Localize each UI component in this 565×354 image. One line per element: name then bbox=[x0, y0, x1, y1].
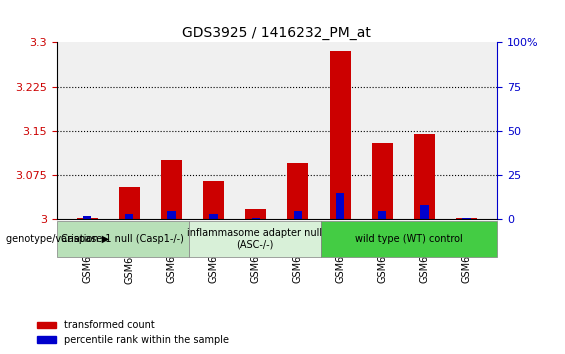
Text: Caspase 1 null (Casp1-/-): Caspase 1 null (Casp1-/-) bbox=[61, 234, 184, 244]
Bar bbox=[462, 218, 471, 219]
Text: wild type (WT) control: wild type (WT) control bbox=[355, 234, 463, 244]
Bar bbox=[125, 214, 133, 219]
Text: inflammasome adapter null
(ASC-/-): inflammasome adapter null (ASC-/-) bbox=[187, 228, 323, 250]
Bar bbox=[329, 51, 351, 219]
Bar bbox=[76, 218, 98, 219]
Bar bbox=[378, 211, 386, 219]
Bar bbox=[420, 205, 429, 219]
Legend: transformed count, percentile rank within the sample: transformed count, percentile rank withi… bbox=[33, 316, 233, 349]
Text: genotype/variation ▶: genotype/variation ▶ bbox=[6, 234, 109, 244]
Title: GDS3925 / 1416232_PM_at: GDS3925 / 1416232_PM_at bbox=[182, 26, 371, 40]
Bar bbox=[203, 181, 224, 219]
Bar bbox=[288, 164, 308, 219]
Bar bbox=[245, 209, 266, 219]
Bar bbox=[83, 216, 92, 219]
Bar bbox=[161, 160, 182, 219]
Bar bbox=[414, 134, 435, 219]
Bar bbox=[336, 193, 344, 219]
Bar bbox=[251, 218, 260, 219]
Bar bbox=[210, 214, 218, 219]
Bar bbox=[167, 211, 176, 219]
Bar bbox=[456, 218, 477, 219]
Bar bbox=[119, 187, 140, 219]
Bar bbox=[294, 211, 302, 219]
Bar bbox=[372, 143, 393, 219]
